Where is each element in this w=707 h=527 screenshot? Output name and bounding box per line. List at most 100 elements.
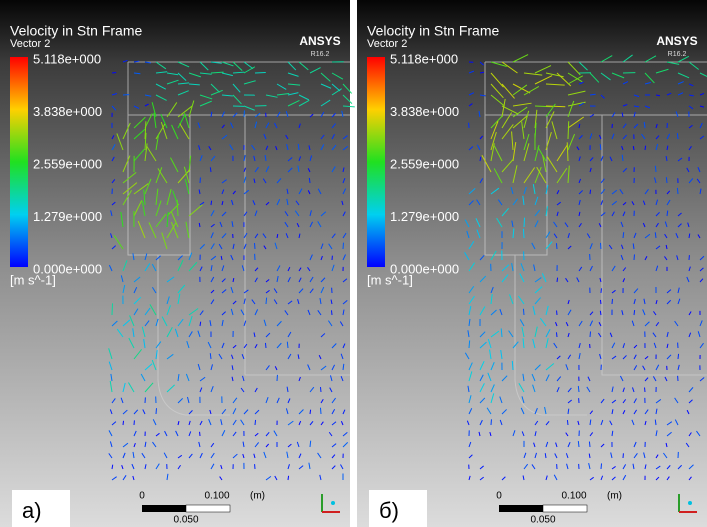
vector-arrow	[622, 134, 627, 140]
vector-arrow	[677, 92, 684, 96]
vector-arrow	[276, 93, 290, 96]
vector-arrow	[251, 144, 256, 151]
vector-arrow	[512, 165, 518, 184]
geometry-outline	[484, 61, 707, 416]
vector-arrow	[468, 70, 475, 74]
scale-label: 0.100	[561, 491, 586, 502]
vector-arrow	[655, 430, 658, 437]
vector-arrow	[133, 349, 142, 360]
vector-arrow	[589, 320, 594, 327]
vector-arrow	[285, 134, 289, 140]
vector-arrow	[221, 408, 227, 415]
vector-arrow	[512, 106, 528, 118]
vector-arrow	[534, 297, 541, 305]
vector-arrow	[164, 430, 168, 437]
vector-arrow	[663, 452, 668, 459]
vector-arrow	[254, 121, 258, 129]
vector-arrow	[576, 146, 580, 151]
vector-arrow	[479, 397, 486, 404]
vector-arrow	[221, 200, 224, 206]
vector-arrow	[611, 289, 616, 294]
colorbar-label: 1.279e+000	[390, 209, 459, 224]
vector-arrow	[518, 382, 525, 393]
vector-arrow	[553, 233, 558, 239]
vector-arrow	[176, 199, 179, 217]
vector-arrow	[600, 475, 604, 481]
vector-arrow	[556, 277, 559, 283]
vector-arrow	[622, 278, 626, 283]
vector-arrow	[652, 332, 657, 338]
vector-arrow	[511, 263, 514, 272]
vector-arrow	[284, 310, 289, 316]
vector-arrow	[298, 420, 302, 426]
vector-arrow	[342, 145, 349, 151]
vector-arrow	[219, 476, 223, 481]
vector-arrow	[490, 250, 497, 261]
vector-arrow	[699, 135, 705, 140]
colorbar-label: 2.559e+000	[390, 156, 459, 171]
vector-arrow	[133, 286, 138, 294]
vector-arrow	[686, 409, 690, 415]
vector-arrow	[287, 464, 290, 470]
vector-arrow	[133, 72, 141, 75]
vector-arrow	[600, 419, 604, 426]
vector-arrow	[545, 231, 551, 239]
vector-arrow	[331, 134, 335, 140]
vector-arrow	[566, 419, 569, 426]
vector-arrow	[688, 94, 694, 97]
vector-arrow	[655, 364, 660, 371]
vector-arrow	[523, 133, 530, 151]
vector-arrow	[331, 88, 342, 96]
vector-arrow	[286, 144, 289, 151]
vector-arrow	[578, 222, 582, 228]
vector-arrow	[133, 60, 140, 63]
vector-arrow	[522, 373, 525, 382]
vector-arrow	[621, 112, 624, 118]
vector-arrow	[545, 111, 555, 129]
vector-arrow	[534, 364, 541, 371]
vector-arrow	[501, 124, 514, 140]
vector-arrow	[567, 100, 575, 118]
vector-arrow	[331, 343, 337, 349]
vector-arrow	[642, 222, 646, 228]
vector-arrow	[160, 121, 168, 140]
vector-arrow	[545, 131, 552, 151]
vector-arrow	[464, 252, 470, 261]
vector-arrow	[468, 318, 471, 327]
vector-arrow	[286, 451, 289, 459]
vector-arrow	[199, 310, 204, 316]
vector-arrow	[177, 90, 189, 96]
vector-arrow	[287, 266, 291, 272]
vector-arrow	[533, 442, 536, 448]
vector-arrow	[254, 419, 257, 426]
colorbar	[367, 57, 385, 267]
vector-arrow	[685, 442, 690, 448]
vector-arrow	[686, 276, 690, 283]
vector-arrow	[501, 409, 507, 415]
vector-arrow	[151, 286, 157, 294]
vector-arrow	[567, 90, 586, 96]
vector-arrow	[565, 364, 569, 371]
vector-arrow	[468, 262, 476, 272]
vector-arrow	[286, 386, 289, 393]
vector-arrow	[274, 122, 278, 129]
vector-arrow	[479, 419, 483, 426]
vector-arrow	[144, 253, 148, 261]
vector-arrow	[599, 299, 602, 305]
vector-arrow	[644, 233, 651, 239]
vector-arrow	[632, 145, 635, 151]
vector-arrow	[287, 443, 292, 448]
vector-arrow	[677, 72, 690, 79]
vector-arrow	[110, 210, 113, 217]
vector-arrow	[243, 80, 256, 85]
vector-arrow	[111, 156, 115, 162]
vector-arrow	[633, 365, 638, 371]
vector-arrow	[262, 233, 267, 239]
vector-arrow	[588, 441, 591, 448]
vector-arrow	[501, 112, 513, 129]
vector-arrow	[144, 464, 147, 470]
vector-arrow	[309, 276, 314, 283]
vector-arrow	[243, 243, 247, 250]
vector-arrow	[232, 83, 241, 93]
